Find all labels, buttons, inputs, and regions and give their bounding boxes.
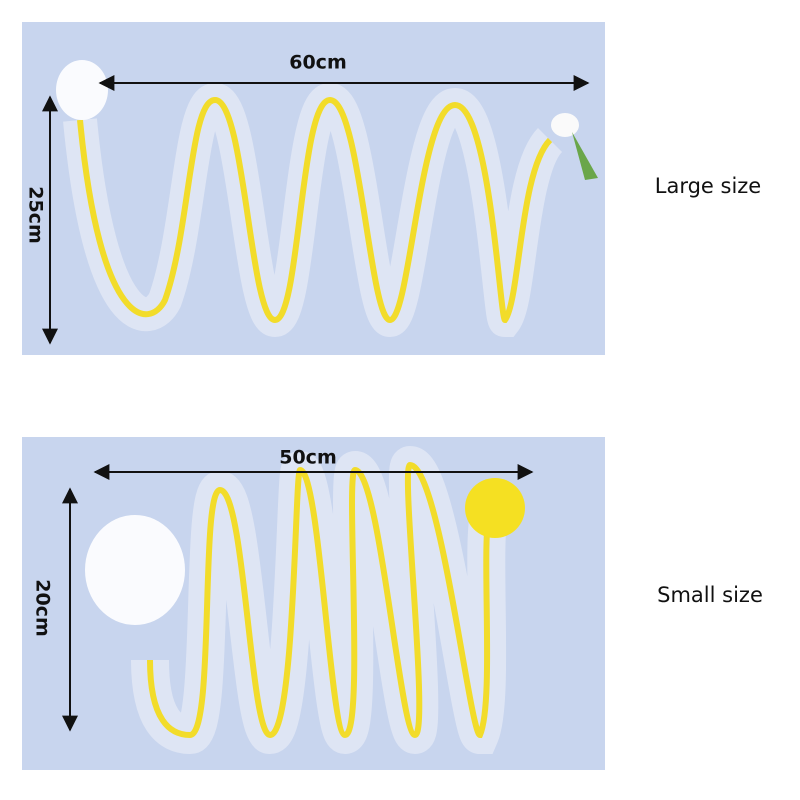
large-panel: 60cm 25cm <box>22 22 605 355</box>
width-label: 50cm <box>279 447 337 469</box>
size-label: Small size <box>657 583 763 607</box>
spring-wire <box>147 461 493 739</box>
spring-wire <box>77 96 553 324</box>
toy-tail <box>572 132 598 180</box>
width-label: 60cm <box>289 52 347 74</box>
small-panel: 50cm 20cm <box>22 437 605 770</box>
height-label: 20cm <box>32 579 54 637</box>
feather <box>85 515 185 625</box>
pom-pom-ball <box>465 478 525 538</box>
feather <box>56 60 108 120</box>
toy-mouse <box>551 113 579 137</box>
height-label: 25cm <box>25 186 47 244</box>
size-label: Large size <box>655 174 761 198</box>
